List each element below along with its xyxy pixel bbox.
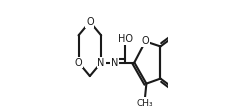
Text: N: N bbox=[111, 57, 118, 68]
Text: HO: HO bbox=[118, 34, 133, 44]
Text: O: O bbox=[86, 17, 94, 27]
Text: O: O bbox=[75, 57, 82, 68]
Text: O: O bbox=[142, 36, 149, 46]
Text: N: N bbox=[97, 57, 105, 68]
Text: CH₃: CH₃ bbox=[136, 99, 153, 108]
